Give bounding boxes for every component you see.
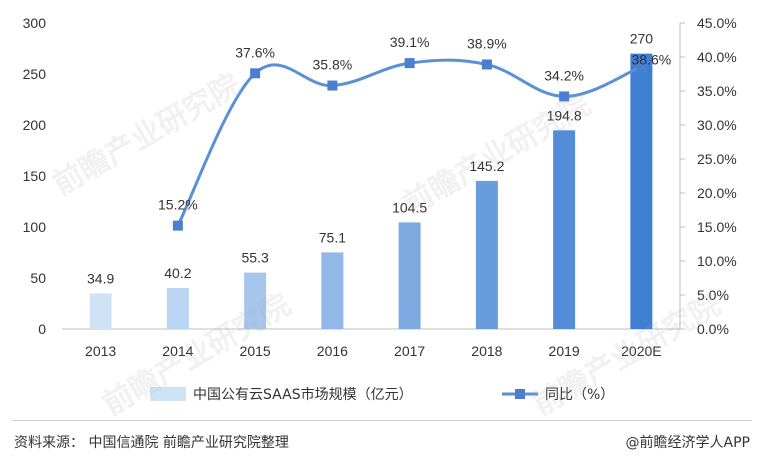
yoy-value-label: 15.2% <box>158 197 198 213</box>
yoy-marker <box>404 58 415 69</box>
footer-divider <box>12 420 752 421</box>
y2-tick-label: 35.0% <box>697 83 737 99</box>
bar-value-label: 40.2 <box>164 265 191 281</box>
x-tick-label: 2016 <box>317 343 348 359</box>
y2-tick-label: 5.0% <box>697 287 729 303</box>
y2-tick-label: 0.0% <box>697 321 729 337</box>
bar <box>553 130 576 329</box>
legend-bar-swatch <box>150 387 186 401</box>
x-tick-label: 2014 <box>162 343 193 359</box>
yoy-marker <box>172 220 183 231</box>
x-tick-label: 2017 <box>394 343 425 359</box>
legend-bar-label: 中国公有云SAAS市场规模（亿元） <box>193 386 413 403</box>
yoy-marker <box>636 61 647 72</box>
bar-value-label: 194.8 <box>547 107 582 123</box>
bar-value-label: 104.5 <box>392 199 427 215</box>
bar <box>630 53 653 329</box>
y-tick-label: 0 <box>38 321 46 337</box>
bar <box>398 222 421 329</box>
yoy-marker <box>559 91 570 102</box>
footer: 资料来源： 中国信通院 前瞻产业研究院整理 @前瞻经济学人APP <box>0 420 764 469</box>
line-layer <box>172 58 647 231</box>
y-tick-label: 100 <box>23 219 47 235</box>
y2-tick-label: 25.0% <box>697 151 737 167</box>
yoy-value-label: 38.6% <box>632 52 672 68</box>
y-tick-label: 150 <box>23 168 47 184</box>
y2-tick-label: 30.0% <box>697 117 737 133</box>
bar <box>244 272 267 329</box>
footer-brand: @前瞻经济学人APP <box>625 435 750 451</box>
bar <box>321 252 344 329</box>
legend-line-marker <box>515 389 525 399</box>
yoy-value-label: 39.1% <box>390 34 430 50</box>
chart: 0 50 100 150 200 250 300 0.0% 5.0% 10.0% 15.0% 20.0… <box>23 15 737 403</box>
x-tick-label: 2018 <box>471 343 502 359</box>
y2-tick-label: 45.0% <box>697 15 737 31</box>
y-tick-label: 200 <box>23 117 47 133</box>
bar <box>475 180 498 329</box>
y-tick-label: 250 <box>23 66 47 82</box>
yoy-marker <box>327 80 338 91</box>
bar <box>166 287 189 329</box>
bar-value-label: 270 <box>630 31 654 47</box>
y2-tick-label: 10.0% <box>697 253 737 269</box>
legend-line-label: 同比（%） <box>545 387 614 403</box>
axis-layer: 0 50 100 150 200 250 300 0.0% 5.0% 10.0% 15.0% 20.0… <box>23 15 737 359</box>
bar-layer <box>89 53 653 329</box>
label-layer: 34.9 40.2 55.3 75.1 104.5 145.2 194.8 270 15.2% 3… <box>87 31 671 287</box>
yoy-value-label: 37.6% <box>235 44 275 60</box>
yoy-value-label: 38.9% <box>467 35 507 51</box>
y2-tick-label: 40.0% <box>697 49 737 65</box>
bar-value-label: 34.9 <box>87 270 114 286</box>
y2-tick-label: 20.0% <box>697 185 737 201</box>
bar-value-label: 55.3 <box>242 250 269 266</box>
bar-value-label: 75.1 <box>319 229 346 245</box>
yoy-marker <box>250 68 261 79</box>
bar <box>89 293 112 329</box>
x-tick-label: 2019 <box>549 343 580 359</box>
yoy-value-label: 35.8% <box>313 57 353 73</box>
legend: 中国公有云SAAS市场规模（亿元） 同比（%） <box>150 386 614 403</box>
y-tick-label: 50 <box>30 270 46 286</box>
y-tick-label: 300 <box>23 15 47 31</box>
x-tick-label: 2013 <box>85 343 116 359</box>
yoy-value-label: 34.2% <box>544 67 584 83</box>
bar-value-label: 145.2 <box>469 158 504 174</box>
x-tick-label: 2015 <box>240 343 271 359</box>
footer-source: 资料来源： 中国信通院 前瞻产业研究院整理 <box>14 435 289 451</box>
y2-tick-label: 15.0% <box>697 219 737 235</box>
x-tick-label: 2020E <box>621 343 661 359</box>
yoy-marker <box>481 59 492 70</box>
